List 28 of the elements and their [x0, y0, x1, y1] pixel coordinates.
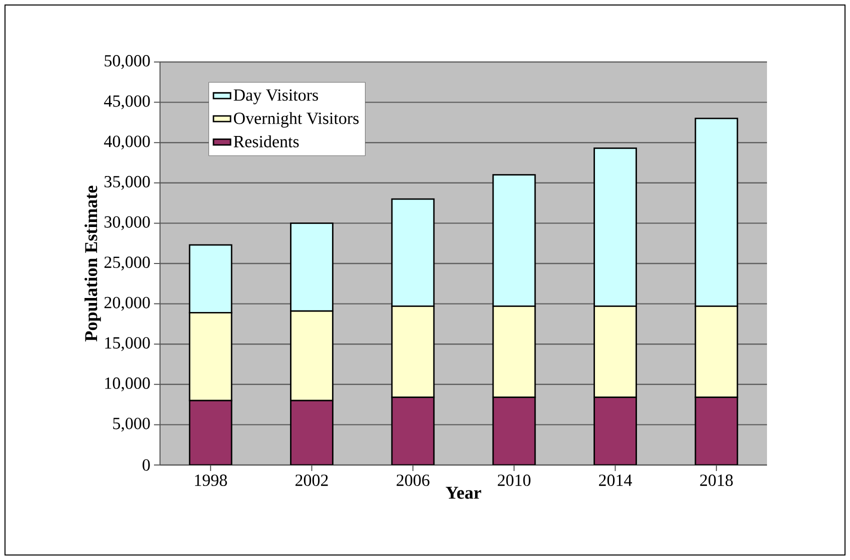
- legend-label: Overnight Visitors: [234, 112, 359, 128]
- y-tick-label: 10,000: [105, 377, 150, 392]
- x-tick-label: 2002: [296, 474, 328, 486]
- bar: [188, 400, 232, 465]
- bar: [492, 396, 536, 465]
- x-tick-label: 2014: [599, 474, 632, 486]
- y-axis-title: Population Estimate: [84, 186, 101, 342]
- x-tick-label: 2018: [700, 474, 733, 486]
- bar: [694, 396, 738, 465]
- y-tick-label: 30,000: [104, 216, 150, 230]
- y-tick-label: 5,000: [113, 418, 150, 432]
- y-tick-label: 25,000: [104, 256, 150, 270]
- legend-label: Day Visitors: [234, 89, 318, 104]
- y-tick-label: 45,000: [104, 95, 150, 110]
- x-axis-title: Year: [446, 486, 482, 499]
- x-tick-label: 2006: [396, 474, 430, 486]
- bar: [391, 396, 435, 465]
- y-tick-label: 40,000: [104, 136, 150, 150]
- x-tick-label: 1998: [195, 474, 227, 486]
- legend-label: Residents: [234, 135, 299, 148]
- y-tick-label: 15,000: [105, 337, 150, 352]
- bar: [290, 400, 334, 465]
- y-tick-label: 20,000: [104, 296, 150, 311]
- x-tick-label: 2010: [498, 474, 530, 486]
- y-tick-label: 35,000: [104, 176, 150, 190]
- bar: [594, 396, 637, 465]
- y-tick-label: 50,000: [104, 55, 150, 69]
- y-tick-label: 0: [142, 459, 150, 471]
